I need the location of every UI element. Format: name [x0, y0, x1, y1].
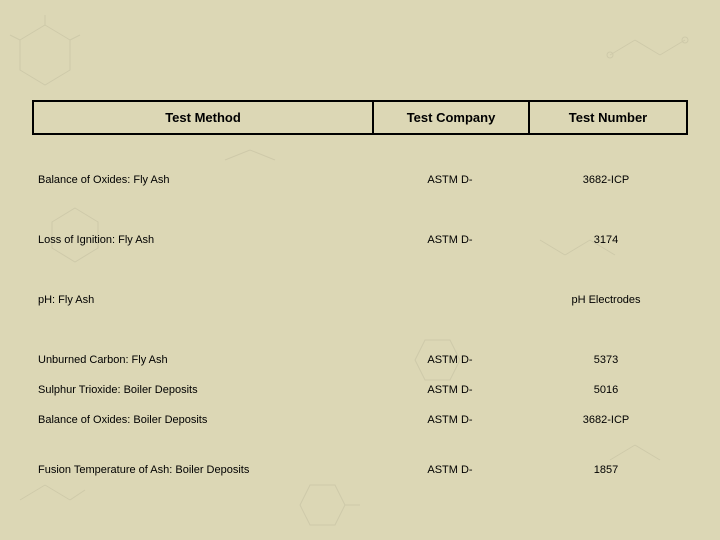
cell-test-company: ASTM D-	[372, 349, 528, 371]
watermark-molecule	[280, 475, 370, 535]
cell-test-company	[372, 289, 528, 311]
cell-test-number: 3174	[528, 229, 684, 251]
cell-test-method: Balance of Oxides: Fly Ash	[32, 169, 372, 191]
table-row: Balance of Oxides: Boiler DepositsASTM D…	[32, 409, 688, 431]
cell-test-number: 3682-ICP	[528, 409, 684, 431]
header-test-number: Test Number	[530, 102, 686, 133]
cell-test-company: ASTM D-	[372, 229, 528, 251]
cell-test-company: ASTM D-	[372, 169, 528, 191]
table-header-row: Test Method Test Company Test Number	[32, 100, 688, 135]
table-row: Fusion Temperature of Ash: Boiler Deposi…	[32, 459, 688, 481]
table-row: Loss of Ignition: Fly AshASTM D-3174	[32, 229, 688, 251]
table-row: Balance of Oxides: Fly AshASTM D-3682-IC…	[32, 169, 688, 191]
cell-test-method: Sulphur Trioxide: Boiler Deposits	[32, 379, 372, 401]
cell-test-company: ASTM D-	[372, 379, 528, 401]
cell-test-company: ASTM D-	[372, 459, 528, 481]
watermark-molecule	[600, 25, 700, 85]
header-test-method: Test Method	[34, 102, 374, 133]
cell-test-method: Balance of Oxides: Boiler Deposits	[32, 409, 372, 431]
watermark-molecule	[5, 15, 85, 95]
cell-test-method: Unburned Carbon: Fly Ash	[32, 349, 372, 371]
cell-test-number: 5016	[528, 379, 684, 401]
header-test-company: Test Company	[374, 102, 530, 133]
table-row: Sulphur Trioxide: Boiler DepositsASTM D-…	[32, 379, 688, 401]
cell-test-company: ASTM D-	[372, 409, 528, 431]
cell-test-number: pH Electrodes	[528, 289, 684, 311]
table-row: Unburned Carbon: Fly AshASTM D-5373	[32, 349, 688, 371]
cell-test-method: pH: Fly Ash	[32, 289, 372, 311]
cell-test-method: Fusion Temperature of Ash: Boiler Deposi…	[32, 459, 372, 481]
cell-test-number: 5373	[528, 349, 684, 371]
table-row: pH: Fly Ash pH Electrodes	[32, 289, 688, 311]
cell-test-number: 1857	[528, 459, 684, 481]
cell-test-number: 3682-ICP	[528, 169, 684, 191]
table-body: Balance of Oxides: Fly AshASTM D-3682-IC…	[32, 141, 688, 481]
test-methods-table: Test Method Test Company Test Number Bal…	[32, 100, 688, 481]
cell-test-method: Loss of Ignition: Fly Ash	[32, 229, 372, 251]
